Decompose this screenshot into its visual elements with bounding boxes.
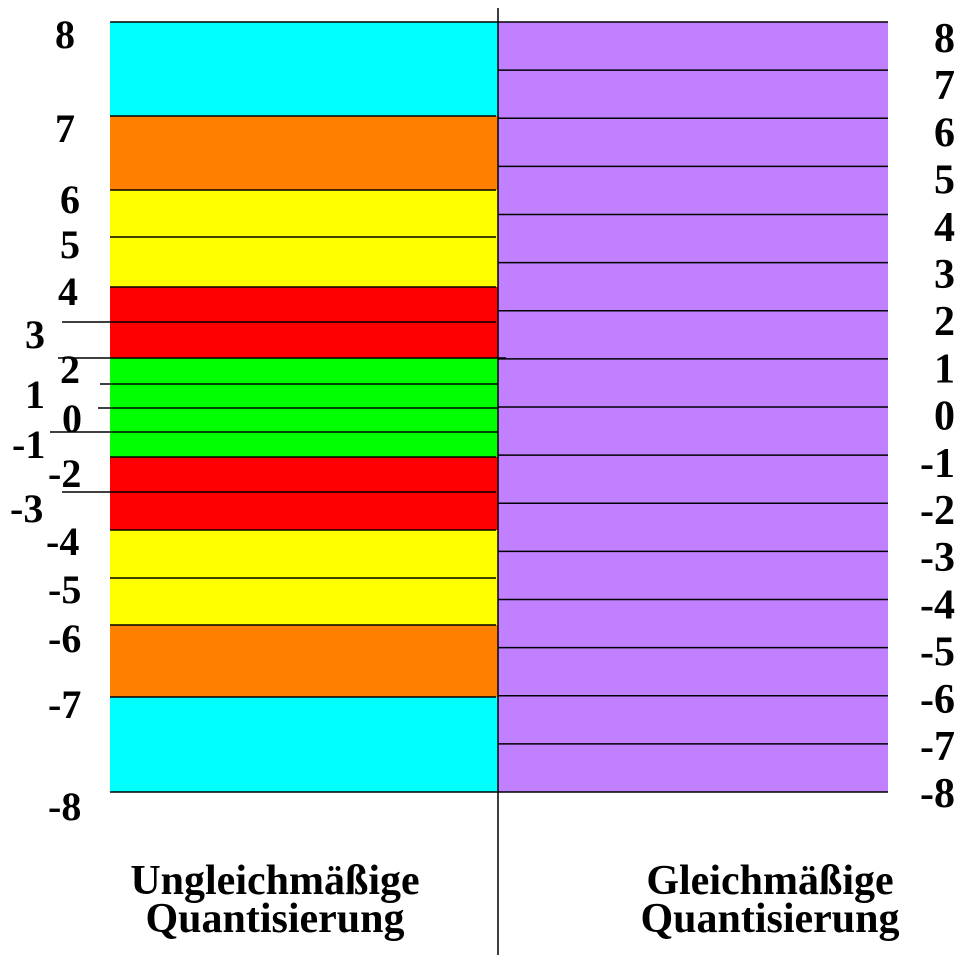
nonuniform-band <box>110 697 498 792</box>
uniform-tick-label: 7 <box>934 63 955 109</box>
uniform-level-lines <box>498 21 888 793</box>
nonuniform-caption-line1: Ungleichmäßige <box>130 858 420 904</box>
nonuniform-tick-label: 5 <box>60 222 80 267</box>
nonuniform-band <box>110 457 498 530</box>
uniform-tick-label: -6 <box>920 677 955 723</box>
uniform-tick-label: 4 <box>934 205 955 251</box>
nonuniform-band <box>110 116 498 190</box>
uniform-tick-label: 0 <box>934 394 955 440</box>
uniform-tick-label: 1 <box>934 346 955 392</box>
uniform-tick-label: 8 <box>934 16 955 62</box>
nonuniform-caption-line2: Quantisierung <box>145 896 405 942</box>
uniform-tick-label: -1 <box>920 441 955 487</box>
uniform-tick-label: -4 <box>920 582 955 628</box>
nonuniform-band <box>110 22 498 116</box>
nonuniform-tick-label: 0 <box>62 396 82 441</box>
nonuniform-tick-label: 3 <box>25 312 45 357</box>
uniform-tick-label: -7 <box>920 724 955 770</box>
nonuniform-tick-label: 8 <box>55 12 75 57</box>
uniform-caption: Gleichmäßige Quantisierung <box>590 858 950 942</box>
uniform-tick-label: 2 <box>934 299 955 345</box>
nonuniform-level-lines <box>50 21 506 793</box>
nonuniform-tick-label: 6 <box>60 177 80 222</box>
nonuniform-band <box>110 190 498 287</box>
nonuniform-tick-label: 7 <box>55 106 75 151</box>
nonuniform-caption: Ungleichmäßige Quantisierung <box>95 858 455 942</box>
nonuniform-tick-label: -7 <box>48 682 81 727</box>
nonuniform-tick-label: -2 <box>48 451 81 496</box>
nonuniform-tick-label: -4 <box>46 519 79 564</box>
nonuniform-tick-label: 2 <box>60 347 80 392</box>
nonuniform-tick-label: 4 <box>58 269 78 314</box>
uniform-tick-label: 6 <box>934 110 955 156</box>
uniform-tick-label: 3 <box>934 252 955 298</box>
nonuniform-bands <box>110 22 498 792</box>
nonuniform-tick-label: -1 <box>12 422 45 467</box>
uniform-tick-label: 5 <box>934 158 955 204</box>
uniform-tick-label: -8 <box>920 771 955 817</box>
uniform-tick-label: -3 <box>920 535 955 581</box>
uniform-tick-label: -2 <box>920 488 955 534</box>
nonuniform-tick-label: -5 <box>48 567 81 612</box>
uniform-caption-line1: Gleichmäßige <box>646 858 894 904</box>
nonuniform-tick-label: -3 <box>10 486 43 531</box>
uniform-tick-label: -5 <box>920 630 955 676</box>
nonuniform-tick-label: -8 <box>48 784 81 829</box>
nonuniform-tick-label: -6 <box>48 616 81 661</box>
uniform-caption-line2: Quantisierung <box>640 896 900 942</box>
nonuniform-band <box>110 625 498 697</box>
nonuniform-tick-label: 1 <box>25 372 45 417</box>
